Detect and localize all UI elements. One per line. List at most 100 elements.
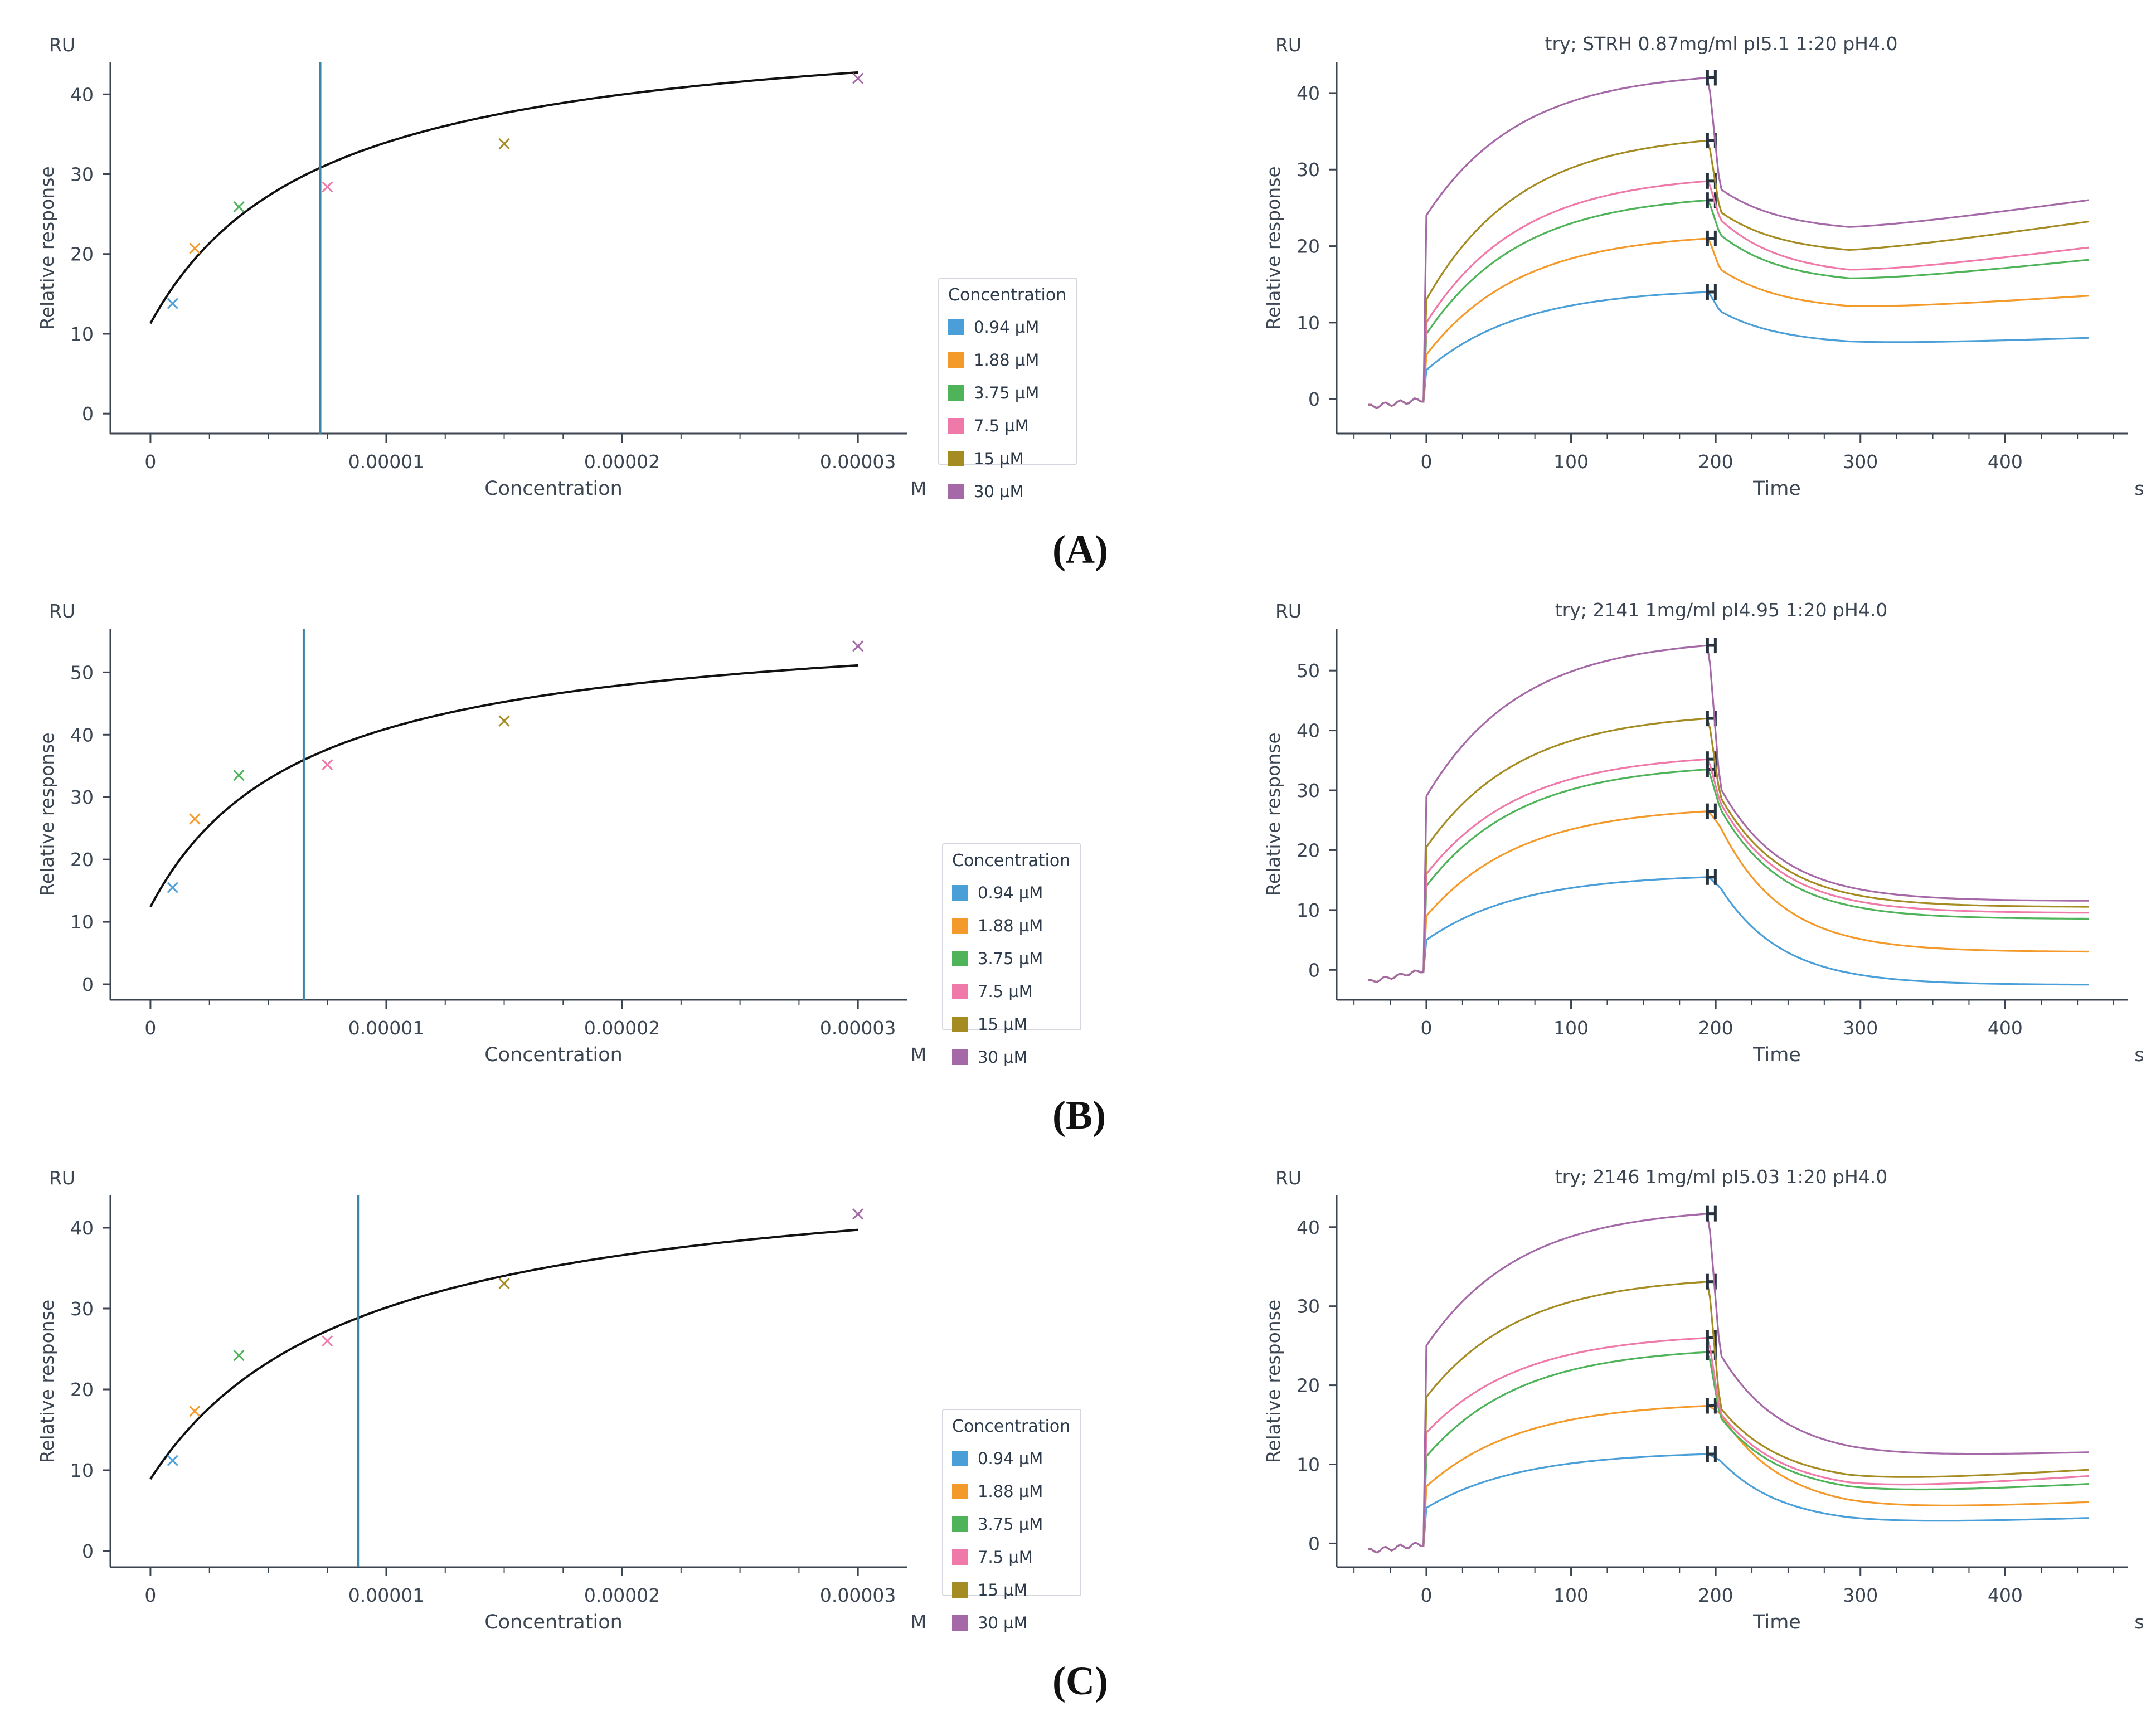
data-point-stroke [498, 715, 510, 727]
legend-label: 15 µM [978, 1014, 1028, 1034]
data-point-stroke [189, 1406, 201, 1417]
legend-label: 7.5 µM [974, 416, 1029, 435]
y-tick-label: 0 [1308, 388, 1320, 410]
y-tick-label: 30 [1296, 1296, 1320, 1318]
data-point [167, 1455, 178, 1466]
legend-swatch [952, 950, 968, 966]
x-tick-label: 0 [1420, 1584, 1432, 1606]
y-tick-label: 30 [70, 786, 94, 808]
data-point [322, 181, 333, 193]
data-point-stroke [233, 769, 245, 781]
y-tick-label: 20 [70, 244, 94, 265]
report-point-marker [1706, 638, 1717, 654]
data-point [322, 1335, 333, 1347]
data-point-stroke [189, 242, 201, 254]
report-point-marker [1706, 1398, 1717, 1414]
legend-item: 1.88 µM [952, 909, 1071, 942]
y-tick-label: 40 [70, 84, 94, 105]
y-unit-label: RU [49, 1167, 75, 1189]
x-tick-label: 0.00001 [348, 1017, 424, 1039]
data-point [167, 298, 178, 309]
sensorgram-line [1368, 1281, 2089, 1554]
y-tick-label: 40 [1296, 720, 1320, 742]
report-point-marker [1706, 869, 1717, 885]
legend-item: 3.75 µM [948, 376, 1067, 409]
legend-label: 7.5 µM [978, 1547, 1033, 1567]
data-point-stroke [498, 138, 510, 150]
report-point-marker [1706, 230, 1717, 246]
y-tick-label: 0 [82, 1540, 94, 1562]
x-axis-label: Concentration [484, 1044, 623, 1066]
y-unit-label: RU [49, 600, 75, 622]
x-tick-label: 400 [1988, 1017, 2023, 1039]
x-unit-label: s [2134, 1044, 2144, 1066]
y-tick-label: 10 [1296, 1454, 1320, 1476]
data-point-stroke [167, 1455, 178, 1466]
x-unit-label: s [2134, 478, 2144, 499]
x-tick-label: 0 [1420, 1017, 1432, 1039]
x-tick-label: 0.00002 [584, 1017, 660, 1039]
sensorgram-line [1368, 291, 2089, 409]
sensorgram-line [1368, 1351, 2089, 1554]
y-tick-label: 0 [82, 974, 94, 995]
legend-item: 1.88 µM [948, 343, 1067, 376]
legend-label: 0.94 µM [974, 317, 1040, 337]
data-point-stroke [852, 1208, 864, 1220]
data-point-stroke [167, 298, 178, 309]
y-unit-label: RU [1275, 600, 1302, 622]
x-tick-label: 200 [1698, 1017, 1733, 1039]
data-point-stroke [167, 882, 178, 893]
y-axis-label: Relative response [36, 166, 58, 329]
y-axis-label: Relative response [36, 1300, 58, 1463]
y-tick-label: 20 [1296, 236, 1320, 257]
sensorgram-line [1368, 237, 2090, 409]
legend-item: 0.94 µM [948, 310, 1067, 343]
sensorgram-line [1368, 876, 2089, 986]
x-unit-label: s [2134, 1611, 2144, 1633]
data-point [322, 759, 333, 771]
report-point-marker [1706, 70, 1717, 86]
chart-title: try; 2146 1mg/ml pI5.03 1:20 pH4.0 [1555, 1166, 1888, 1188]
y-tick-label: 0 [82, 403, 94, 425]
report-point-marker [1706, 1205, 1717, 1222]
legend-swatch [952, 917, 968, 934]
chart-title: try; STRH 0.87mg/ml pI5.1 1:20 pH4.0 [1545, 33, 1898, 55]
x-tick-label: 0 [1420, 451, 1432, 473]
legend-swatch [948, 385, 964, 401]
legend-swatch [948, 483, 964, 499]
panel-label-c: (C) [1052, 1659, 1108, 1703]
x-tick-label: 0 [144, 1017, 156, 1039]
y-unit-label: RU [1275, 1167, 1302, 1189]
report-point-marker [1706, 284, 1717, 300]
fit-curve [149, 71, 858, 324]
y-tick-label: 10 [70, 911, 94, 933]
data-point [498, 1277, 510, 1290]
sensorgram-line [1368, 180, 2090, 409]
x-tick-label: 0.00001 [348, 1584, 424, 1606]
y-tick-label: 10 [70, 1460, 94, 1481]
x-tick-label: 200 [1698, 1584, 1733, 1606]
data-point [233, 1350, 245, 1362]
data-point [167, 882, 178, 893]
data-point [498, 715, 510, 727]
sensorgram-line [1368, 1453, 2089, 1554]
legend-swatch [948, 450, 964, 466]
x-tick-label: 300 [1843, 1017, 1878, 1039]
sensorgram-line [1368, 139, 2090, 409]
report-point-marker [1706, 1446, 1717, 1462]
y-tick-label: 40 [70, 1217, 94, 1239]
x-tick-label: 400 [1988, 1584, 2023, 1606]
legend-swatch [952, 1049, 968, 1065]
legend-label: 30 µM [978, 1613, 1028, 1632]
data-point-stroke [322, 759, 333, 771]
y-tick-label: 40 [1296, 82, 1320, 104]
y-tick-label: 10 [70, 323, 94, 345]
sensorgram-line [1368, 1404, 2089, 1554]
y-tick-label: 30 [1296, 780, 1320, 801]
x-tick-label: 0.00002 [584, 451, 660, 473]
fit-curve [149, 664, 858, 908]
x-tick-label: 100 [1553, 1584, 1589, 1606]
y-unit-label: RU [1275, 34, 1302, 56]
legend-swatch [952, 1483, 968, 1499]
y-tick-label: 50 [1296, 660, 1320, 682]
